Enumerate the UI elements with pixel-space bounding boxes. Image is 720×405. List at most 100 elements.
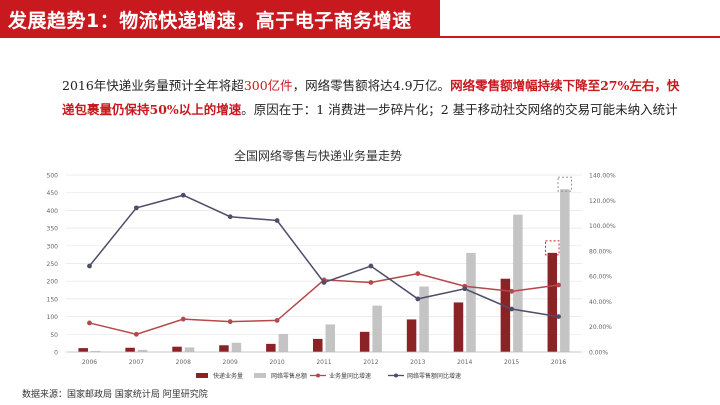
bar — [453, 302, 464, 352]
summary-text: 2016年快递业务量预计全年将超300亿件，网络零售额将达4.9万亿。网络零售额… — [62, 74, 680, 122]
line-point — [227, 319, 233, 325]
y-left-tick-label: 150 — [47, 296, 59, 303]
bar — [560, 189, 570, 352]
data-source: 数据来源：国家邮政局 国家统计局 阿里研究院 — [22, 390, 208, 400]
bar — [219, 345, 229, 352]
x-tick-label: 2009 — [223, 359, 238, 366]
y-right-tick-label: 20.00% — [589, 324, 612, 331]
line-point — [321, 280, 327, 285]
bar — [466, 252, 476, 352]
y-right-tick-label: 60.00% — [589, 274, 612, 281]
series-line — [88, 194, 559, 318]
line-point — [133, 331, 139, 337]
line-point — [274, 317, 280, 323]
highlight-box — [545, 240, 560, 256]
y-left-tick-label: 0 — [54, 350, 58, 357]
bar — [372, 305, 382, 352]
bar — [137, 349, 148, 352]
line-point — [274, 218, 280, 223]
x-tick-label: 2015 — [504, 359, 519, 366]
line-point — [87, 320, 92, 326]
bar — [278, 333, 289, 352]
line-point — [133, 205, 139, 211]
legend-label: 网络零售额同比增速 — [407, 372, 461, 380]
y-left-tick-label: 50 — [50, 332, 58, 339]
x-tick-label: 2011 — [316, 359, 331, 366]
y-left-tick-label: 250 — [47, 261, 59, 268]
y-right-tick-label: 40.00% — [589, 299, 612, 306]
line-point — [227, 214, 233, 220]
page-title: 发展趋势1：物流快递增速，高于电子商务增速 — [8, 10, 412, 32]
x-tick-label: 2007 — [129, 359, 144, 366]
x-tick-label: 2008 — [176, 359, 191, 366]
y-left-tick-label: 100 — [47, 314, 59, 321]
bar — [125, 347, 135, 352]
header-bar: 发展趋势1：物流快递增速，高于电子商务增速 — [0, 0, 440, 36]
chart-legend: 快递业务量 网络零售总额 业务量同比增速 网络零售额同比增速 — [196, 372, 461, 380]
line-point — [180, 192, 186, 198]
y-left-tick-label: 200 — [47, 279, 59, 286]
chart-grid — [66, 174, 582, 353]
line-point — [415, 271, 421, 277]
y-left-tick-label: 400 — [47, 208, 59, 215]
bar — [513, 214, 523, 352]
line-point — [87, 263, 92, 269]
bar — [78, 348, 88, 352]
y-right-tick-label: 120.00% — [589, 198, 616, 205]
chart-bars — [78, 176, 572, 352]
bar — [231, 342, 242, 352]
chart-axes: 0 50 100 150 200 250 300 350 400 450 500 0.00% 20.00… — [47, 173, 616, 367]
y-left-tick-label: 350 — [47, 226, 59, 233]
bar — [266, 343, 276, 352]
legend-swatch — [196, 373, 208, 378]
bar — [90, 350, 101, 352]
x-tick-label: 2016 — [551, 359, 566, 366]
line-point — [180, 316, 186, 322]
y-right-tick-label: 140.00% — [589, 173, 616, 180]
summary-part-3: ，网络零售额将达4.9万亿。 — [292, 78, 451, 93]
legend-label: 快递业务量 — [213, 372, 243, 380]
y-left-tick-label: 500 — [47, 173, 59, 180]
chart-title: 全国网络零售与快递业务量走势 — [234, 148, 402, 163]
bar — [500, 278, 511, 352]
summary-highlight-volume: 300亿件 — [243, 78, 293, 93]
x-tick-label: 2012 — [363, 359, 378, 366]
x-tick-label: 2013 — [410, 359, 425, 366]
line-point — [509, 288, 515, 294]
chart: 全国网络零售与快递业务量走势 0 50 100 150 200 250 300 350 400 4… — [47, 148, 616, 380]
legend-swatch — [394, 373, 398, 378]
y-left-tick-label: 300 — [47, 243, 59, 250]
summary-part-1: 2016年快递业务量预计全年将超 — [62, 78, 244, 93]
bar — [359, 331, 370, 352]
legend-label: 网络零售总额 — [271, 372, 307, 380]
header-divider — [0, 36, 720, 38]
summary-highlight-growth: 网络零售额增幅持续下降至27%左右，快递包裹量仍保持50%以上的增速 — [62, 78, 680, 117]
highlight-box — [557, 176, 572, 192]
bar — [313, 338, 323, 352]
bar — [419, 286, 429, 352]
bar — [184, 347, 195, 352]
x-tick-label: 2010 — [269, 359, 284, 366]
line-point — [368, 280, 374, 285]
y-left-tick-label: 450 — [47, 190, 59, 197]
legend-swatch — [254, 373, 266, 378]
line-point — [462, 286, 468, 292]
x-tick-label: 2014 — [457, 359, 472, 366]
line-point — [509, 306, 515, 312]
y-right-tick-label: 100.00% — [589, 223, 616, 230]
line-point — [556, 314, 561, 319]
bar — [172, 346, 182, 352]
bar — [406, 319, 417, 352]
bar — [325, 324, 335, 352]
line-point — [368, 263, 374, 269]
line-point — [415, 296, 421, 302]
legend-swatch — [316, 373, 320, 378]
x-tick-label: 2006 — [82, 359, 97, 366]
line-point — [556, 282, 561, 288]
legend-label: 业务量同比增速 — [329, 372, 371, 380]
chart-lines — [87, 192, 561, 337]
y-right-tick-label: 80.00% — [589, 248, 612, 255]
summary-part-5: 。原因在于：1 消费进一步碎片化；2 基于移动社交网络的交易可能未纳入统计 — [241, 102, 678, 117]
bar — [547, 252, 558, 352]
y-right-tick-label: 0.00% — [589, 350, 608, 357]
